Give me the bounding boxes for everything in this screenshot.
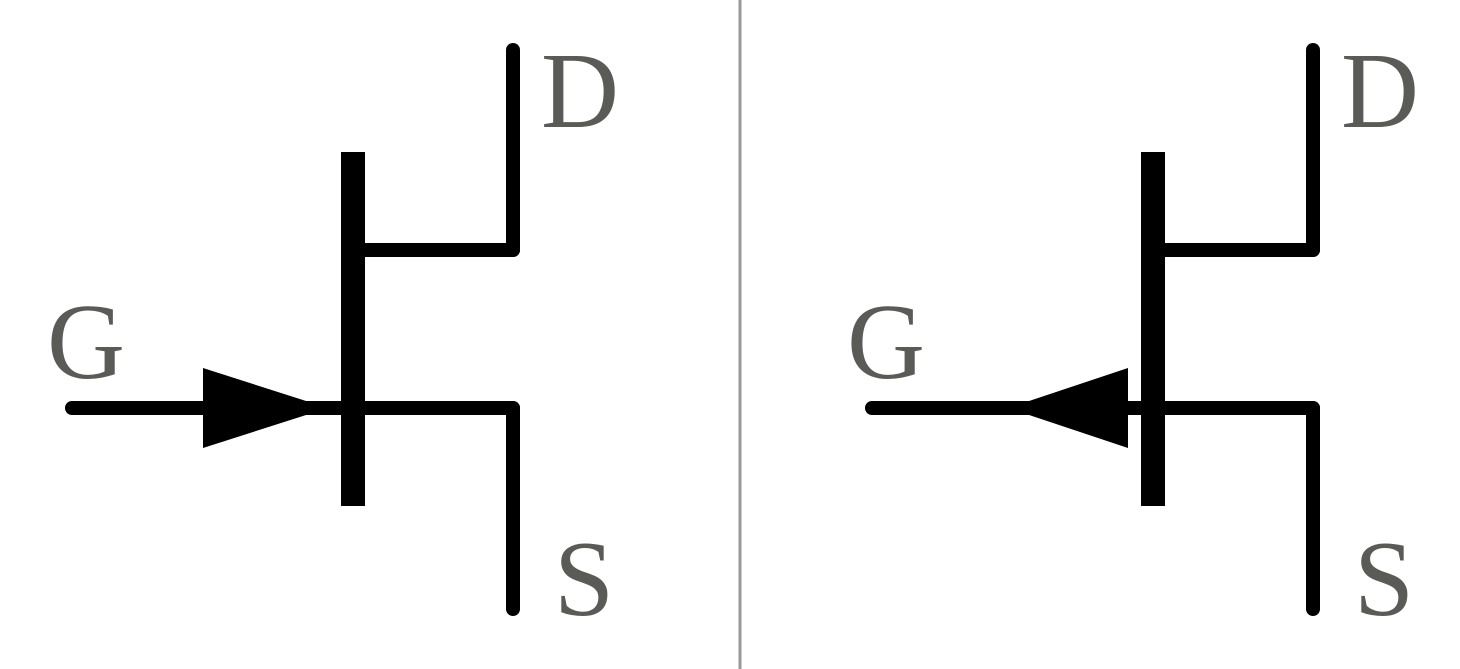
- source-label-right: S: [1354, 520, 1414, 639]
- gate-label-left: G: [47, 283, 125, 402]
- drain-label-left: D: [541, 32, 619, 151]
- gate-arrow-inward-left: [203, 368, 328, 448]
- drain-label-right: D: [1341, 32, 1419, 151]
- gate-label-right: G: [847, 283, 925, 402]
- jfet-symbol-left: D G S: [47, 32, 619, 639]
- gate-arrow-outward-right: [1008, 368, 1128, 448]
- source-label-left: S: [554, 520, 614, 639]
- jfet-symbol-right: D G S: [847, 32, 1419, 639]
